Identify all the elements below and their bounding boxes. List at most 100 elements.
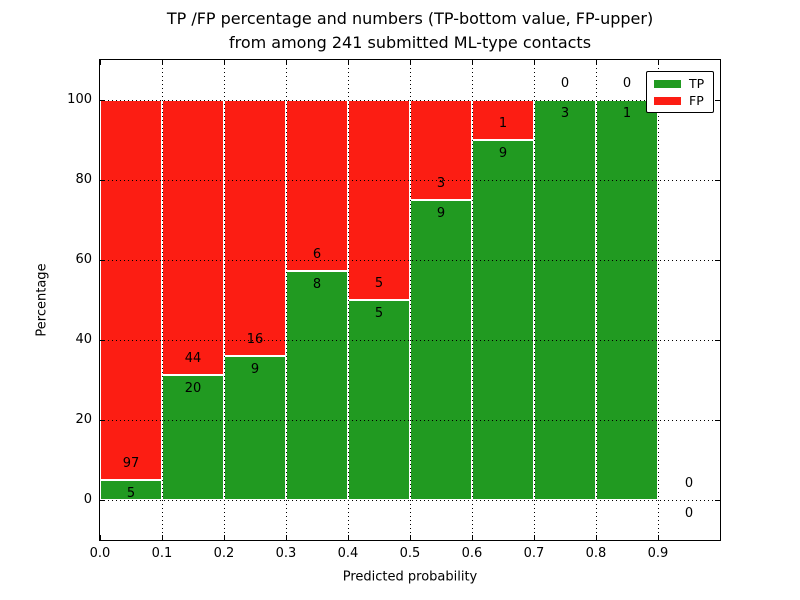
tp-count-label: 9 (250, 362, 260, 377)
axis-tick (224, 535, 225, 540)
fp-count-label: 6 (312, 247, 322, 263)
legend-label: FP (689, 93, 704, 108)
axis-tick (100, 500, 105, 501)
x-tick-label: 0.2 (213, 546, 235, 561)
x-axis-label: Predicted probability (342, 569, 478, 585)
axis-tick (100, 535, 101, 540)
x-tick-label: 0.5 (399, 546, 421, 561)
bar-tp-segment (348, 300, 410, 500)
x-tick-label: 0.8 (585, 546, 607, 561)
bar-tp-segment (534, 100, 596, 500)
fp-count-label: 0 (684, 476, 694, 491)
chart-title-line1: TP /FP percentage and numbers (TP-bottom… (166, 9, 654, 28)
gridline-vertical (658, 60, 659, 540)
fp-count-label: 0 (560, 76, 570, 91)
y-tick-label: 40 (75, 332, 92, 347)
axis-tick (286, 535, 287, 540)
gridline-vertical (162, 60, 163, 540)
gridline-vertical (348, 60, 349, 540)
legend: TP FP (646, 71, 714, 113)
legend-row: FP (654, 94, 713, 107)
axis-tick (534, 60, 535, 65)
axis-tick (534, 535, 535, 540)
bar-tp-segment (224, 356, 286, 500)
axis-tick (596, 60, 597, 65)
plot-area: TP FP 97 5 44 20 16 9 6 8 5 5 3 9 1 9 0 3 0 1 0 0 (99, 59, 721, 541)
fp-count-label: 44 (184, 351, 202, 366)
bar-fp-segment (162, 100, 224, 375)
tp-count-label: 0 (684, 506, 694, 521)
bar-tp-segment (286, 271, 348, 500)
gridline-vertical (534, 60, 535, 540)
axis-tick (100, 260, 105, 261)
fp-count-label: 97 (122, 456, 140, 472)
tp-swatch-icon (654, 79, 681, 88)
tp-count-label: 8 (312, 277, 322, 293)
y-axis-label: Percentage (34, 263, 50, 337)
fp-count-label: 5 (374, 276, 384, 291)
axis-tick (348, 60, 349, 65)
gridline-vertical (286, 60, 287, 540)
axis-tick (715, 180, 720, 181)
x-tick-label: 0.9 (647, 546, 669, 561)
axis-tick (162, 535, 163, 540)
tp-count-label: 5 (126, 486, 136, 502)
x-tick-label: 0.4 (337, 546, 359, 561)
chart-title-line2: from among 241 submitted ML-type contact… (228, 33, 592, 52)
fp-count-label: 1 (498, 116, 508, 131)
axis-tick (715, 500, 720, 501)
x-tick-label: 0.1 (151, 546, 173, 561)
y-tick-label: 20 (75, 412, 92, 427)
axis-tick (658, 535, 659, 540)
gridline-vertical (224, 60, 225, 540)
axis-tick (348, 535, 349, 540)
legend-label: TP (689, 76, 705, 91)
x-tick-label: 0.7 (523, 546, 545, 561)
axis-tick (472, 60, 473, 65)
axis-tick (100, 420, 105, 421)
bar-tp-segment (100, 480, 162, 500)
gridline-vertical (472, 60, 473, 540)
axis-tick (715, 340, 720, 341)
tp-count-label: 9 (436, 206, 446, 221)
y-tick-label: 60 (75, 252, 92, 267)
fp-count-label: 0 (622, 76, 632, 91)
axis-tick (224, 60, 225, 65)
bar-fp-segment (348, 100, 410, 300)
axis-tick (162, 60, 163, 65)
axis-tick (410, 60, 411, 65)
tp-count-label: 20 (184, 381, 202, 396)
bar-tp-segment (162, 375, 224, 500)
bar-fp-segment (286, 100, 348, 272)
fp-count-label: 3 (436, 176, 446, 191)
fp-count-label: 16 (246, 332, 264, 347)
axis-tick (658, 60, 659, 65)
bar-fp-segment (100, 100, 162, 481)
tp-count-label: 1 (622, 106, 632, 121)
axis-tick (410, 535, 411, 540)
axis-tick (596, 535, 597, 540)
axis-tick (472, 535, 473, 540)
bar-tp-segment (472, 140, 534, 500)
axis-tick (100, 340, 105, 341)
gridline-vertical (410, 60, 411, 540)
tp-count-label: 3 (560, 106, 570, 121)
chart-title: TP /FP percentage and numbers (TP-bottom… (100, 7, 720, 55)
axis-tick (100, 60, 101, 65)
gridline-vertical (596, 60, 597, 540)
bar-tp-segment (596, 100, 658, 500)
axis-tick (100, 180, 105, 181)
x-tick-label: 0.0 (89, 546, 111, 561)
fp-swatch-icon (654, 96, 681, 105)
axis-tick (715, 100, 720, 101)
bar-tp-segment (410, 200, 472, 500)
axis-tick (715, 260, 720, 261)
tp-count-label: 5 (374, 306, 384, 321)
axis-tick (715, 420, 720, 421)
legend-row: TP (654, 77, 713, 90)
axis-tick (286, 60, 287, 65)
y-tick-label: 0 (83, 492, 92, 507)
axis-tick (100, 100, 105, 101)
y-tick-label: 80 (75, 172, 92, 187)
